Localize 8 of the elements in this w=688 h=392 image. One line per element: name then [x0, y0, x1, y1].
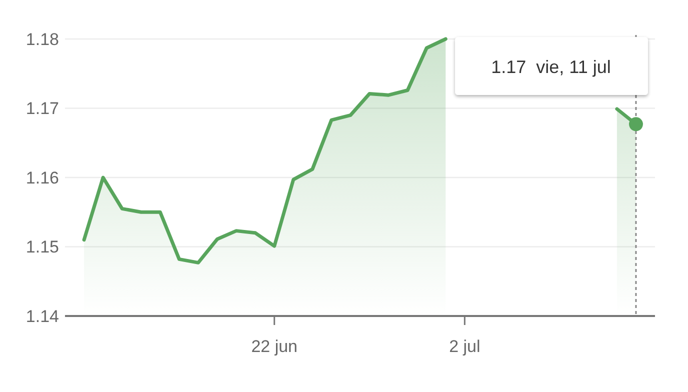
x-tick-label: 22 jun: [251, 337, 298, 356]
y-tick-label: 1.14: [26, 306, 59, 326]
y-tick-label: 1.18: [26, 30, 59, 49]
y-tick-label: 1.17: [26, 99, 59, 118]
y-tick-label: 1.15: [26, 238, 59, 257]
x-tick-label: 2 jul: [449, 337, 480, 356]
annotation: 1.17 vie, 11 jul: [491, 57, 611, 77]
y-tick-label: 1.16: [26, 168, 59, 188]
